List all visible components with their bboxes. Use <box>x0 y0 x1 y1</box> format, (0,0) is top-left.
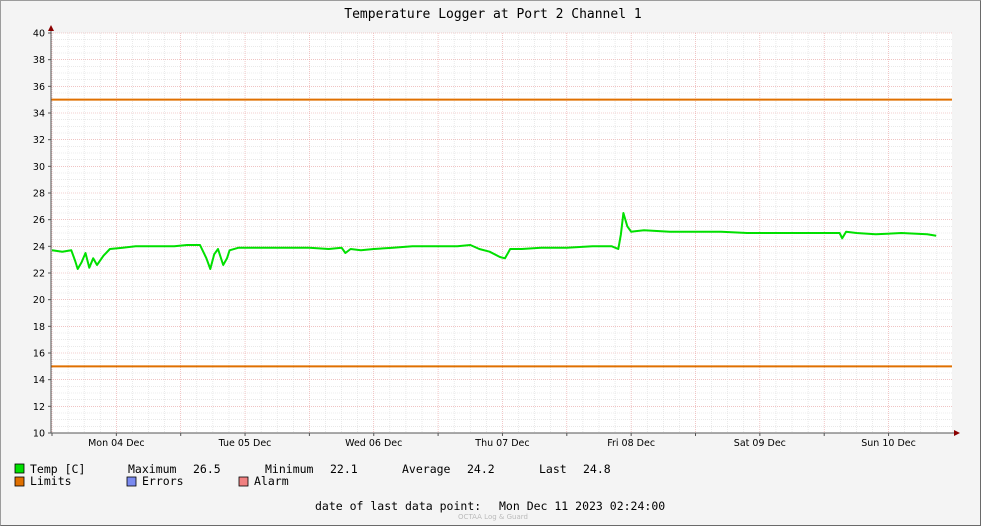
x-tick-label: Fri 08 Dec <box>607 438 655 449</box>
y-tick-label: 30 <box>33 162 45 173</box>
legend-min-label: Minimum <box>265 462 314 476</box>
legend-swatch-errors <box>126 476 137 487</box>
limit-lines <box>51 98 952 368</box>
x-axis-arrow <box>954 430 960 436</box>
y-tick-label: 40 <box>33 29 45 40</box>
legend-label-limits: Limits <box>30 474 72 488</box>
legend-swatch-temp <box>14 463 25 474</box>
legend-max-label: Maximum <box>128 462 177 476</box>
y-tick-label: 16 <box>33 349 45 360</box>
legend-label-temp: Temp [C] <box>30 462 85 476</box>
chart-title: Temperature Logger at Port 2 Channel 1 <box>344 7 641 22</box>
y-tick-label: 32 <box>33 135 45 146</box>
y-tick-label: 34 <box>33 109 45 120</box>
legend-avg-value: 24.2 <box>467 462 495 476</box>
legend-min-value: 22.1 <box>330 462 358 476</box>
y-tick-label: 14 <box>33 375 45 386</box>
x-tick-label: Wed 06 Dec <box>345 438 402 449</box>
y-tick-label: 22 <box>33 269 45 280</box>
legend-swatch-limits <box>14 476 25 487</box>
y-axis-labels: 10 12 14 16 18 20 22 24 26 28 30 32 34 36 38 40 <box>33 29 51 440</box>
y-tick-label: 18 <box>33 322 45 333</box>
axes <box>48 25 960 436</box>
legend-label-errors: Errors <box>142 474 184 488</box>
x-tick-label: Sat 09 Dec <box>734 438 786 449</box>
y-tick-label: 10 <box>33 429 45 440</box>
legend-max-value: 26.5 <box>193 462 221 476</box>
legend-label-alarm: Alarm <box>254 474 289 488</box>
y-tick-label: 38 <box>33 55 45 66</box>
temp-series-line <box>51 212 937 270</box>
x-axis-labels: Mon 04 Dec Tue 05 Dec Wed 06 Dec Thu 07 Dec… <box>51 433 916 449</box>
x-tick-label: Tue 05 Dec <box>218 438 272 449</box>
y-tick-label: 36 <box>33 82 45 93</box>
y-tick-label: 20 <box>33 295 45 306</box>
y-tick-label: 12 <box>33 402 45 413</box>
x-tick-label: Mon 04 Dec <box>88 438 145 449</box>
legend-last-value: 24.8 <box>583 462 611 476</box>
y-tick-label: 26 <box>33 215 45 226</box>
y-axis-arrow <box>48 25 54 31</box>
legend-avg-label: Average <box>402 462 451 476</box>
legend-last-label: Last <box>539 462 567 476</box>
last-data-point-value: Mon Dec 11 2023 02:24:00 <box>499 499 665 513</box>
x-tick-label: Sun 10 Dec <box>861 438 916 449</box>
credit-text: OCTAA Log & Guard <box>458 513 528 521</box>
x-tick-label: Thu 07 Dec <box>474 438 529 449</box>
legend-swatch-alarm <box>238 476 249 487</box>
last-data-point-label: date of last data point: <box>315 499 481 513</box>
y-tick-label: 28 <box>33 189 45 200</box>
y-tick-label: 24 <box>33 242 45 253</box>
